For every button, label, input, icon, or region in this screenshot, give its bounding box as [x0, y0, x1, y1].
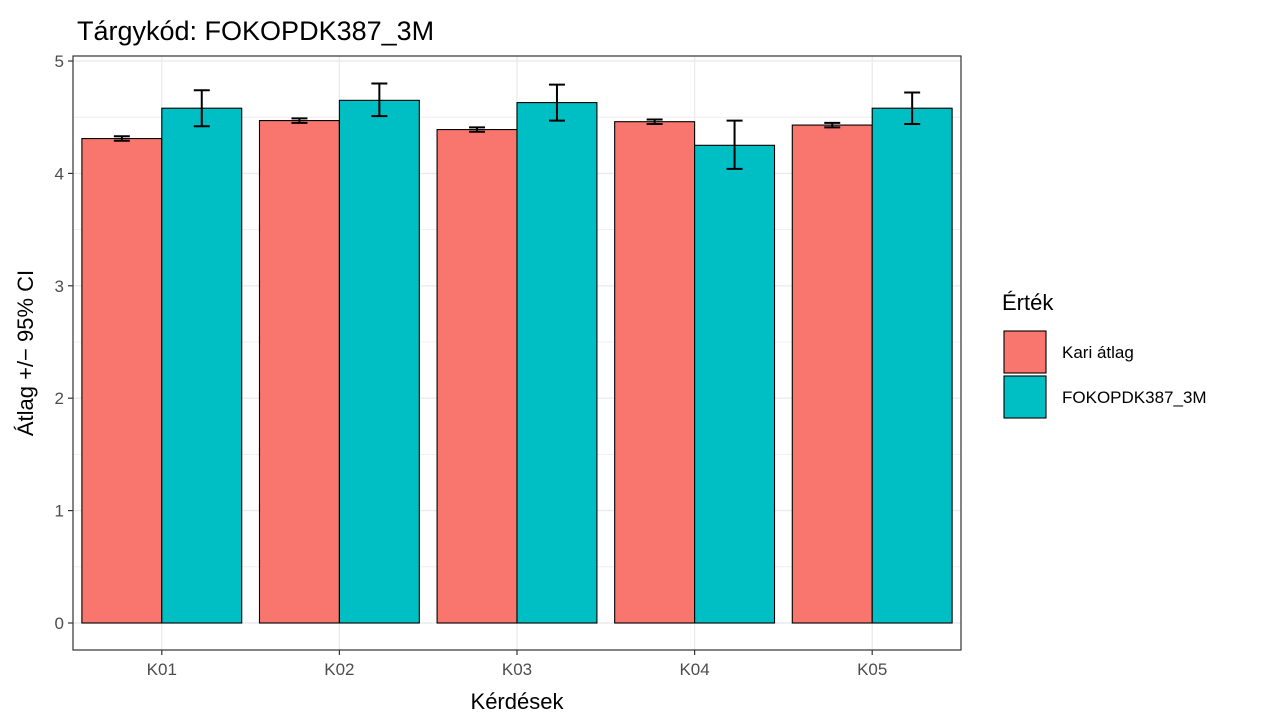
bars [82, 100, 952, 623]
legend-swatch [1004, 331, 1046, 373]
x-tick-label: K04 [679, 660, 709, 679]
plot-area [73, 56, 961, 650]
x-tick-label: K02 [324, 660, 354, 679]
bar-k01-series-2 [162, 108, 242, 623]
bar-k01-series-1 [82, 139, 162, 623]
bar-k02-series-2 [339, 100, 419, 623]
chart-title: Tárgykód: FOKOPDK387_3M [77, 16, 434, 46]
y-axis: 0 1 2 3 4 5 [55, 52, 73, 633]
bar-k04-series-2 [695, 145, 775, 623]
y-tick-label: 0 [55, 614, 64, 633]
bar-k05-series-1 [792, 125, 872, 623]
bar-k04-series-1 [615, 122, 695, 623]
x-axis: K01 K02 K03 K04 K05 [147, 650, 888, 679]
y-tick-label: 1 [55, 502, 64, 521]
bar-k03-series-2 [517, 103, 597, 623]
x-tick-label: K03 [502, 660, 532, 679]
y-tick-label: 5 [55, 52, 64, 71]
y-axis-title: Átlag +/− 95% CI [13, 270, 38, 436]
y-tick-label: 4 [55, 164, 64, 183]
y-tick-label: 3 [55, 277, 64, 296]
legend-label: Kari átlag [1062, 343, 1134, 362]
bar-k02-series-1 [259, 121, 339, 623]
legend-item-series-2: FOKOPDK387_3M [1004, 376, 1207, 418]
y-tick-label: 2 [55, 389, 64, 408]
bar-k03-series-1 [437, 130, 517, 623]
x-tick-label: K01 [147, 660, 177, 679]
x-tick-label: K05 [857, 660, 887, 679]
legend: Érték Kari átlag FOKOPDK387_3M [1002, 290, 1207, 418]
legend-label: FOKOPDK387_3M [1062, 388, 1207, 407]
bar-k05-series-2 [872, 108, 952, 623]
legend-item-series-1: Kari átlag [1004, 331, 1134, 373]
legend-swatch [1004, 376, 1046, 418]
x-axis-title: Kérdések [471, 689, 565, 714]
legend-title: Érték [1002, 290, 1054, 315]
